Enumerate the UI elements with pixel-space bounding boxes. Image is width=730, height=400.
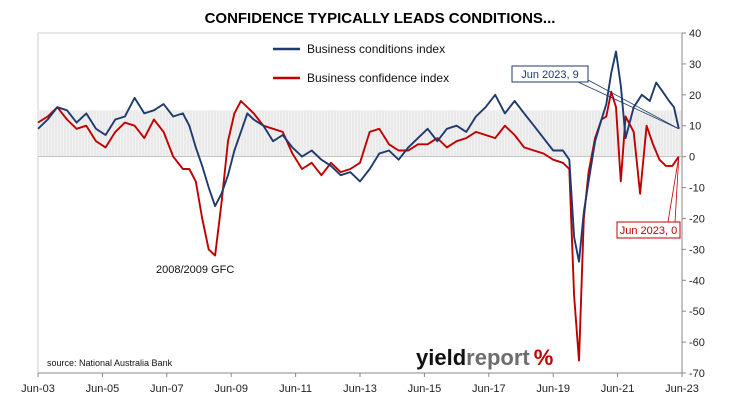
y-tick-label: -50 bbox=[689, 306, 705, 318]
y-tick-label: -40 bbox=[689, 275, 705, 287]
shaded-band-fill bbox=[38, 110, 682, 157]
x-tick-label: Jun-21 bbox=[601, 383, 635, 395]
x-tick-label: Jun-13 bbox=[343, 383, 377, 395]
chart-title: CONFIDENCE TYPICALLY LEADS CONDITIONS... bbox=[205, 10, 556, 27]
callout-box-conditions bbox=[511, 65, 589, 83]
x-tick-label: Jun-03 bbox=[21, 383, 55, 395]
yieldreport-logo: yieldreport% bbox=[416, 345, 553, 370]
logo-part-1: yield bbox=[416, 345, 466, 370]
y-tick-label: -30 bbox=[689, 244, 705, 256]
y-tick-label: 30 bbox=[689, 59, 701, 71]
y-tick-label: -60 bbox=[689, 337, 705, 349]
logo-part-3: % bbox=[534, 345, 554, 370]
callout-label-confidence: Jun 2023, 0 bbox=[620, 225, 678, 237]
annotation-gfc: 2008/2009 GFC bbox=[156, 264, 234, 276]
legend-label: Business confidence index bbox=[307, 71, 449, 85]
y-tick-label: -20 bbox=[689, 213, 705, 225]
x-tick-label: Jun-05 bbox=[86, 383, 120, 395]
x-tick-label: Jun-23 bbox=[665, 383, 699, 395]
x-tick-label: Jun-17 bbox=[472, 383, 506, 395]
series-line-conditions bbox=[37, 50, 680, 263]
y-tick-label: -70 bbox=[689, 368, 705, 380]
x-tick-label: Jun-07 bbox=[150, 383, 184, 395]
legend-label: Business conditions index bbox=[307, 42, 445, 56]
callout-leader-confidence bbox=[667, 156, 680, 223]
y-tick-label: 0 bbox=[689, 152, 695, 164]
callout-label-conditions: Jun 2023, 9 bbox=[521, 69, 579, 81]
annotations: Jun 2023, 9 Jun 2023, 0 2008/2009 GFC bbox=[156, 65, 681, 276]
logo-part-2: report bbox=[466, 345, 530, 370]
x-tick-label: Jun-09 bbox=[214, 383, 248, 395]
y-tick-label: 40 bbox=[689, 28, 701, 40]
callout-leader-conditions bbox=[587, 79, 679, 130]
legend: Business conditions index Business confid… bbox=[273, 42, 449, 85]
x-tick-label: Jun-19 bbox=[536, 383, 570, 395]
callout-leader-conditions bbox=[577, 81, 679, 130]
y-tick-label: 20 bbox=[689, 90, 701, 102]
x-tick-label: Jun-15 bbox=[408, 383, 442, 395]
source-note: source: National Australia Bank bbox=[47, 358, 173, 368]
x-tick-label: Jun-11 bbox=[279, 383, 312, 395]
y-tick-label: -10 bbox=[689, 183, 705, 195]
callout-box-confidence bbox=[616, 221, 681, 239]
series-layer bbox=[37, 50, 680, 362]
axes: 40 30 20 10 0 -10 -20 -30 -40 -50 -60 -70 Jun-03 Jun-… bbox=[21, 28, 705, 395]
callout-leader-confidence bbox=[674, 156, 680, 223]
y-tick-label: 10 bbox=[689, 121, 701, 133]
shaded-band bbox=[37, 110, 682, 157]
